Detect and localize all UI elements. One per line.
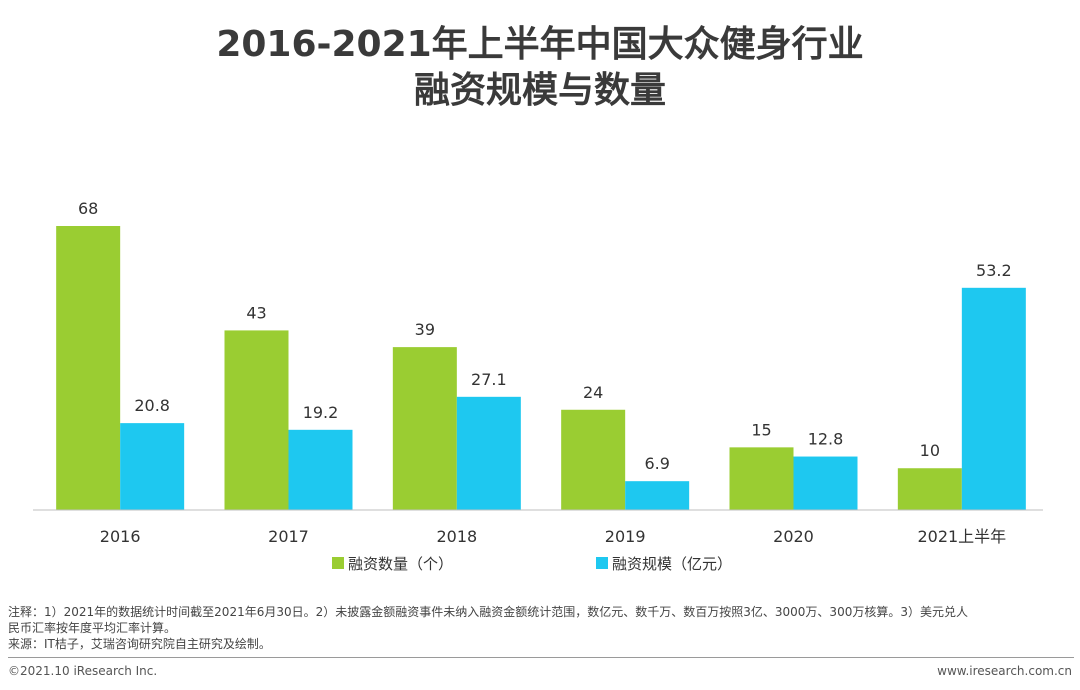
legend-swatch-1 bbox=[596, 557, 608, 569]
bar-amount-0 bbox=[120, 423, 185, 510]
legend-label-1: 融资规模（亿元） bbox=[612, 555, 732, 573]
data-label-count-1: 43 bbox=[246, 303, 266, 322]
bar-count-1 bbox=[224, 330, 289, 510]
bar-amount-3 bbox=[625, 481, 690, 510]
chart-title-line2: 融资规模与数量 bbox=[413, 70, 666, 111]
data-label-amount-5: 53.2 bbox=[976, 261, 1012, 280]
bar-amount-1 bbox=[288, 429, 353, 510]
x-tick-label-2: 2018 bbox=[436, 527, 477, 546]
x-tick-label-1: 2017 bbox=[268, 527, 309, 546]
bar-count-0 bbox=[56, 226, 121, 510]
note-line1: 注释：1）2021年的数据统计时间截至2021年6月30日。2）未披露金额融资事… bbox=[8, 605, 968, 619]
x-tick-label-4: 2020 bbox=[773, 527, 814, 546]
x-tick-label-5: 2021上半年 bbox=[917, 527, 1006, 546]
footer-divider bbox=[8, 657, 1074, 658]
bar-count-5 bbox=[897, 468, 962, 510]
data-label-amount-4: 12.8 bbox=[808, 430, 844, 449]
bar-count-4 bbox=[729, 447, 794, 510]
x-tick-label-0: 2016 bbox=[100, 527, 141, 546]
website-link[interactable]: www.iresearch.com.cn bbox=[937, 664, 1072, 678]
legend-swatch-0 bbox=[332, 557, 344, 569]
data-label-count-3: 24 bbox=[583, 383, 603, 402]
data-label-count-5: 10 bbox=[920, 441, 940, 460]
bar-count-2 bbox=[392, 347, 457, 510]
bar-amount-2 bbox=[456, 396, 521, 510]
bar-amount-5 bbox=[961, 287, 1026, 510]
data-label-amount-0: 20.8 bbox=[134, 396, 170, 415]
chart-title: 2016-2021年上半年中国大众健身行业 融资规模与数量 bbox=[0, 22, 1080, 114]
copyright-text: ©2021.10 iResearch Inc. bbox=[8, 664, 158, 678]
data-label-amount-3: 6.9 bbox=[644, 454, 669, 473]
bar-amount-4 bbox=[793, 456, 858, 510]
source-line: 来源：IT桔子，艾瑞咨询研究院自主研究及绘制。 bbox=[8, 637, 271, 651]
x-tick-label-3: 2019 bbox=[605, 527, 646, 546]
chart-notes: 注释：1）2021年的数据统计时间截至2021年6月30日。2）未披露金额融资事… bbox=[8, 604, 1074, 652]
note-line2: 民币汇率按年度平均汇率计算。 bbox=[8, 621, 177, 635]
data-label-count-0: 68 bbox=[78, 199, 98, 218]
data-label-amount-2: 27.1 bbox=[471, 370, 507, 389]
bar-chart: 68 20.8 2016 43 19.2 2017 39 27.1 2018 24 6.9 2019 1… bbox=[33, 199, 1043, 573]
legend-label-0: 融资数量（个） bbox=[348, 555, 453, 573]
data-label-count-2: 39 bbox=[415, 320, 435, 339]
bar-count-3 bbox=[561, 409, 626, 510]
data-label-amount-1: 19.2 bbox=[303, 403, 339, 422]
data-label-count-4: 15 bbox=[751, 420, 771, 439]
chart-title-line1: 2016-2021年上半年中国大众健身行业 bbox=[216, 24, 864, 65]
